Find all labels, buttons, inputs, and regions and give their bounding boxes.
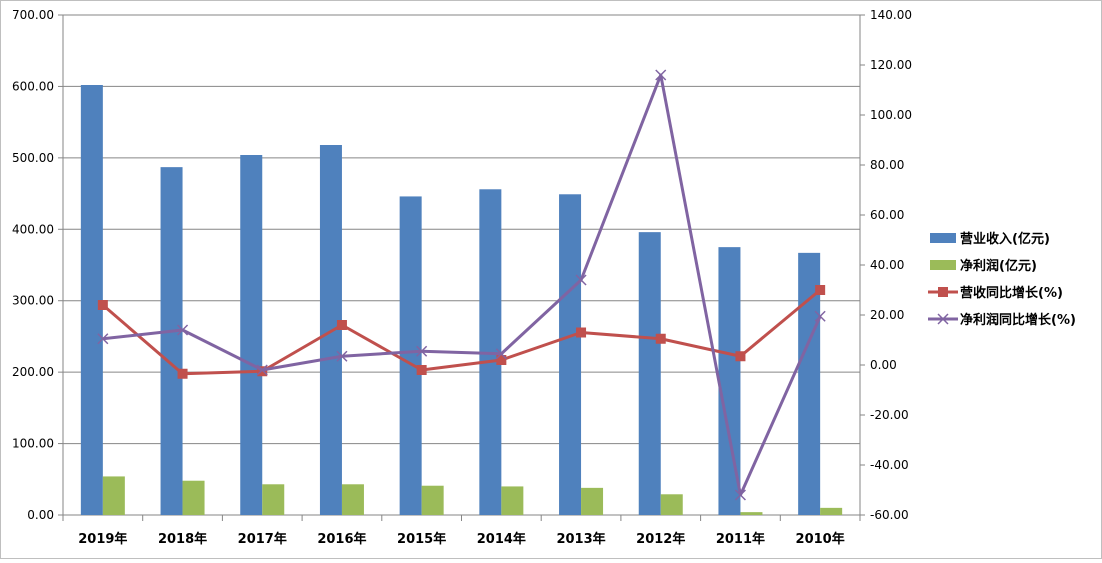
bar xyxy=(581,487,604,515)
legend-swatch xyxy=(930,233,956,243)
bar xyxy=(102,476,125,515)
marker-stroke xyxy=(256,364,268,376)
x-tick-label: 2011年 xyxy=(716,531,765,547)
line-marker-square xyxy=(576,327,587,338)
y-right-tick-label: 100.00 xyxy=(870,108,912,122)
marker-stroke xyxy=(416,345,428,357)
legend-swatch xyxy=(930,260,956,270)
bar xyxy=(240,155,263,515)
bar xyxy=(262,484,285,515)
line-marker-x xyxy=(256,364,268,376)
bar xyxy=(559,194,582,516)
bar xyxy=(160,167,183,515)
y-right-tick-label: 40.00 xyxy=(870,258,904,272)
x-tick-label: 2015年 xyxy=(397,531,446,547)
y-left-tick-label: 0.00 xyxy=(27,508,54,522)
marker-stroke xyxy=(177,324,189,336)
marker-stroke xyxy=(734,489,746,501)
y-right-tick-label: -20.00 xyxy=(870,408,909,422)
bar xyxy=(638,232,661,515)
y-right-tick-label: 80.00 xyxy=(870,158,904,172)
x-tick-label: 2017年 xyxy=(238,531,287,547)
bar xyxy=(501,486,524,515)
line-marker-square xyxy=(496,355,507,365)
bar xyxy=(341,484,364,515)
legend-marker xyxy=(938,287,948,297)
line-marker-square xyxy=(655,333,666,344)
bar xyxy=(80,85,103,515)
bar xyxy=(740,512,763,515)
marker-stroke xyxy=(575,274,587,286)
x-tick-label: 2019年 xyxy=(78,531,127,547)
series-line xyxy=(102,73,822,497)
line-marker-x xyxy=(177,324,189,336)
y-right-tick-label: 60.00 xyxy=(870,208,904,222)
line-marker-x xyxy=(495,348,507,360)
marker-stroke xyxy=(495,348,507,360)
marker-stroke xyxy=(655,69,667,81)
line-marker-x xyxy=(575,274,587,286)
bar xyxy=(820,507,843,515)
line-marker-x xyxy=(336,350,348,362)
line-marker-square xyxy=(97,300,108,310)
x-tick-label: 2010年 xyxy=(796,531,845,547)
legend-label: 净利润同比增长(%) xyxy=(960,312,1076,328)
y-right-tick-label: -60.00 xyxy=(870,508,909,522)
bar xyxy=(421,485,444,515)
y-left-tick-label: 600.00 xyxy=(12,79,54,93)
line-marker-x xyxy=(97,333,109,345)
line-marker-square xyxy=(815,285,826,295)
y-left-tick-label: 300.00 xyxy=(12,294,54,308)
line-marker-x xyxy=(416,345,428,357)
y-right-tick-label: 20.00 xyxy=(870,308,904,322)
line-marker-x xyxy=(655,69,667,81)
marker-stroke xyxy=(97,333,109,345)
y-right-tick-label: 0.00 xyxy=(870,358,897,372)
bar xyxy=(718,247,741,515)
bar xyxy=(399,196,422,515)
y-right-tick-label: -40.00 xyxy=(870,458,909,472)
bar xyxy=(182,480,205,515)
axes-group: 0.00 100.00 200.00 300.00 400.00 500.00 600.00… xyxy=(12,8,912,547)
y-left-tick-label: 500.00 xyxy=(12,151,54,165)
y-left-tick-label: 200.00 xyxy=(12,365,54,379)
legend-marker xyxy=(937,313,949,325)
legend-label: 营业收入(亿元) xyxy=(960,231,1050,247)
marker-stroke xyxy=(336,350,348,362)
x-tick-label: 2013年 xyxy=(556,531,605,547)
y-right-tick-label: 120.00 xyxy=(870,58,912,72)
series-line xyxy=(101,288,822,376)
legend-label: 营收同比增长(%) xyxy=(960,285,1063,301)
y-left-tick-label: 400.00 xyxy=(12,222,54,236)
x-tick-label: 2016年 xyxy=(317,531,366,547)
marker-stroke xyxy=(814,310,826,322)
line-series-group xyxy=(97,69,826,501)
line-marker-x xyxy=(734,489,746,501)
legend-label: 净利润(亿元) xyxy=(960,258,1037,274)
y-right-tick-label: 140.00 xyxy=(870,8,912,22)
y-left-tick-label: 700.00 xyxy=(12,8,54,22)
line-marker-square xyxy=(416,365,427,375)
line-marker-x xyxy=(814,310,826,322)
line-marker-square xyxy=(336,320,347,330)
line-marker-square xyxy=(177,368,188,379)
y-left-tick-label: 100.00 xyxy=(12,437,54,451)
x-tick-label: 2018年 xyxy=(158,531,207,547)
x-tick-label: 2012年 xyxy=(636,531,685,547)
legend: 营业收入(亿元) 净利润(亿元) 营收同比增长(%) 净利润同比增长(%) xyxy=(928,231,1076,328)
line-marker-square xyxy=(735,351,746,362)
bar xyxy=(798,252,821,515)
bar xyxy=(660,494,683,515)
x-tick-label: 2014年 xyxy=(477,531,526,547)
